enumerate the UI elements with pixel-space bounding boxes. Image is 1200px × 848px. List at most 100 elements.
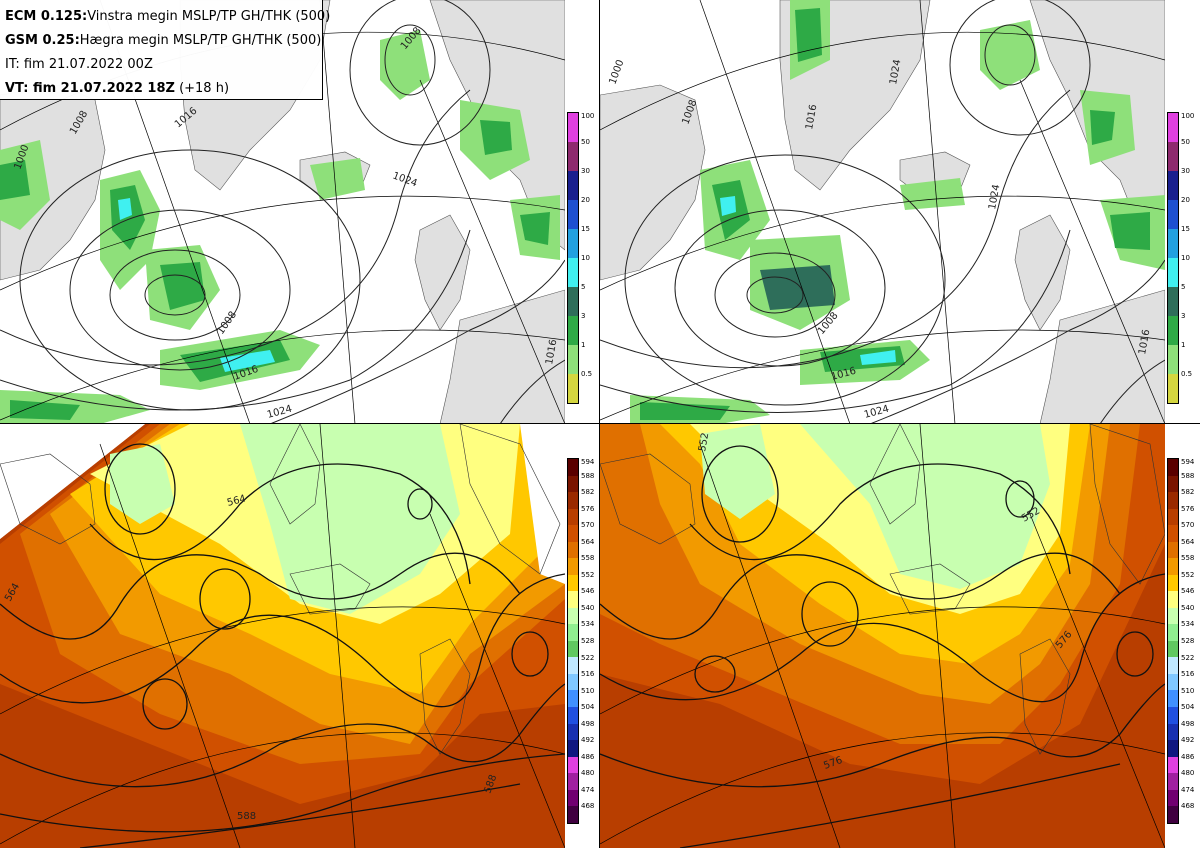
colorbar-swatch [1168,200,1178,229]
colorbar-swatch [1168,640,1178,658]
colorbar-tick-label: 10 [1181,254,1190,262]
colorbar-tick-label: 558 [1181,554,1195,563]
precip-area [720,196,736,216]
colorbar-swatch [568,789,578,807]
colorbar-tick-label: 480 [1181,769,1195,778]
colorbar-tick-label: 588 [1181,471,1195,480]
precip-area [860,350,896,365]
colorbar-tick-label: 3 [581,312,586,320]
colorbar-swatch [1168,541,1178,559]
colorbar-swatches [1167,458,1179,824]
height-label: 564 [226,493,247,509]
colorbar-tick-label: 100 [581,112,595,120]
colorbar-tick-label: 522 [1181,653,1195,662]
colorbar-tick-label: 492 [581,736,595,745]
colorbar-tick-label: 1 [1181,341,1186,349]
colorbar-swatch [568,492,578,509]
forecast-lead: (+18 h) [174,81,230,96]
colorbar-tick-label: 3 [1181,312,1186,320]
coastlines [0,424,561,755]
colorbar-swatch [1168,113,1178,142]
colorbar-swatch [1168,789,1178,807]
colorbar-tick-label: 570 [1181,521,1195,530]
colorbar-tick-label: 0.5 [581,370,593,378]
colorbar-tick-label: 540 [1181,603,1195,612]
colorbar-swatch [1168,475,1178,493]
colorbar-swatch [568,640,578,658]
precip-area [160,262,205,310]
colorbar-tick-label: 570 [581,521,595,530]
height-label: 588 [237,811,256,822]
colorbar-tick-label: 510 [1181,686,1195,695]
gsm-model-desc: Hægra megin MSLP/TP GH/THK (500) [79,33,322,48]
no-data-area [520,424,565,584]
longitude-line [99,443,241,848]
height-label: 552 [697,432,711,453]
colorbar-tick-label: 558 [581,554,595,563]
colorbar-tick-label: 534 [1181,620,1195,629]
longitude-line [919,0,956,424]
precip-area [980,20,1040,90]
colorbar-swatch [568,607,578,625]
colorbar-tick-label: 50 [581,138,590,146]
colorbar-swatch [1168,607,1178,625]
gsm-geopotential-height-map: 552 552 576 576 [600,424,1165,848]
ecm-model-name: ECM 0.125: [5,9,88,24]
colorbar-tick-label: 10 [581,254,590,262]
colorbar-tick-label: 100 [1181,112,1195,120]
colorbar-tick-label: 30 [581,167,590,175]
colorbar-swatch [1168,723,1178,741]
valid-time-line: VT: fim 21.07.2022 18Z (+18 h) [5,77,322,101]
precip-area [900,178,965,210]
colorbar-swatch [568,558,578,575]
colorbar-swatch [1168,316,1178,345]
colorbar-tick-label: 588 [581,471,595,480]
colorbar-tick-label: 522 [581,653,595,662]
colorbar-tick-label: 504 [581,703,595,712]
gsm-model-name: GSM 0.25: [5,33,80,48]
isobar-label: 1016 [544,339,559,366]
gh-shaded-field [800,424,1050,589]
colorbar-tick-label: 498 [581,719,595,728]
canada-landmass [600,84,706,281]
colorbar-swatch [1168,624,1178,641]
british-isles-landmass [1014,214,1071,331]
colorbar-tick-label: 486 [581,752,595,761]
british-isles-landmass [414,214,471,331]
colorbar-tick-label: 504 [1181,703,1195,712]
colorbar-swatch [1168,374,1178,403]
colorbar-swatch [1168,287,1178,316]
colorbar-swatch [568,142,578,171]
colorbar-swatch [568,773,578,790]
colorbar-swatch [568,756,578,774]
longitude-line [1019,79,1165,424]
gsm-model-line: GSM 0.25:Hægra megin MSLP/TP GH/THK (500… [5,29,322,53]
colorbar-swatch [1168,806,1178,823]
precip-area [795,8,822,62]
colorbar-tick-label: 486 [1181,752,1195,761]
latitude-line [0,732,565,845]
colorbar-tick-label: 534 [581,620,595,629]
colorbar-swatch [568,706,578,724]
colorbar-swatch [568,200,578,229]
precip-area [760,265,835,310]
initial-time: IT: fim 21.07.2022 00Z [5,57,153,72]
precip-area [480,120,512,155]
isobar-label: 1016 [1137,329,1152,356]
height-colorbar: 594 588 582 576 570 564 558 552 546 540 534 528 522 5… [1167,458,1199,824]
precip-area [310,158,365,200]
colorbar-tick-label: 474 [1181,785,1195,794]
colorbar-swatch [568,740,578,757]
isobars [600,0,1165,424]
colorbar-swatch [568,475,578,493]
latitude-line [0,329,565,421]
colorbar-swatch [568,345,578,374]
colorbar-swatch [568,525,578,542]
colorbar-swatch [1168,525,1178,542]
colorbar-swatch [568,690,578,707]
colorbar-swatch [1168,229,1178,258]
longitude-line [429,513,565,848]
colorbar-swatch [568,258,578,287]
precip-area [640,402,730,420]
colorbar-swatch [568,541,578,559]
